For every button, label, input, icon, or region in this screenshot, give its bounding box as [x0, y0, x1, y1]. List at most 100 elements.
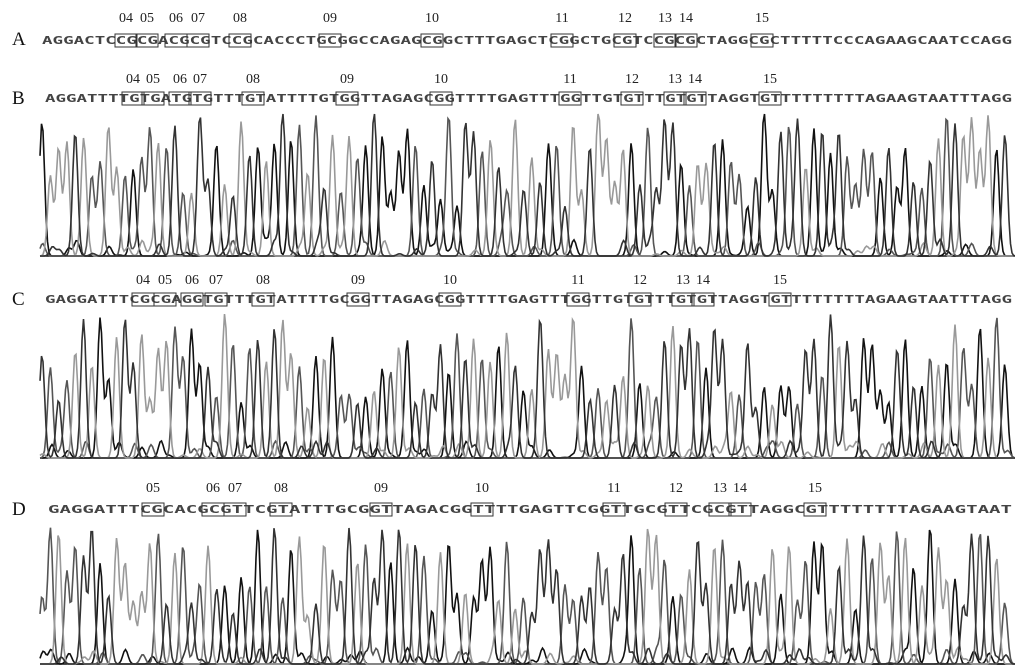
trace: [39, 529, 1015, 665]
site-number: 08: [274, 481, 288, 496]
site-number: 13: [713, 481, 727, 496]
site-number: 06: [169, 11, 183, 26]
panel-label: B: [12, 88, 25, 109]
site-number: 14: [696, 273, 710, 288]
cpg-box: [180, 292, 204, 307]
cpg-box: [141, 502, 165, 517]
cpg-box: [758, 91, 782, 106]
cpg-box: [204, 292, 228, 307]
trace: [39, 314, 1015, 459]
cpg-box: [613, 33, 637, 48]
site-number: 09: [340, 72, 354, 87]
sequence: GAGGATTTCGCACGCGTTCGTATTTGCGGTTAGACGGTTT…: [48, 503, 1013, 516]
site-number: 15: [808, 481, 822, 496]
cpg-box: [335, 91, 359, 106]
sequence: AGGATTTTGTGATGTGTTTGTATTTTGTGGTTAGAGCGGT…: [45, 92, 1013, 105]
site-number: 09: [351, 273, 365, 288]
cpg-box: [602, 502, 626, 517]
site-number: 15: [755, 11, 769, 26]
site-number: 10: [475, 481, 489, 496]
site-number: 06: [173, 72, 187, 87]
cpg-box: [135, 33, 159, 48]
sequence: GAGGATTTCGCGAGGTGTTTGTATTTTGCGGTTAGAGCGG…: [45, 293, 1013, 306]
cpg-box: [369, 502, 393, 517]
site-number: 07: [209, 273, 223, 288]
cpg-box: [470, 502, 494, 517]
site-number: 11: [555, 11, 568, 26]
cpg-box: [674, 33, 698, 48]
cpg-box: [168, 91, 192, 106]
cpg-box: [653, 33, 677, 48]
site-number: 12: [633, 273, 647, 288]
site-number: 11: [571, 273, 584, 288]
panel-label: D: [12, 499, 26, 520]
site-number: 06: [206, 481, 220, 496]
trace: [40, 113, 1015, 257]
site-number: 11: [607, 481, 620, 496]
site-number: 13: [668, 72, 682, 87]
site-number: 07: [191, 11, 205, 26]
cpg-box: [664, 502, 688, 517]
site-number: 11: [563, 72, 576, 87]
cpg-box: [223, 502, 247, 517]
cpg-box: [708, 502, 732, 517]
site-number: 10: [425, 11, 439, 26]
cpg-box: [153, 292, 177, 307]
cpg-box: [663, 91, 687, 106]
site-number: 04: [136, 273, 150, 288]
site-number: 05: [146, 481, 160, 496]
site-number: 06: [185, 273, 199, 288]
cpg-box: [228, 33, 252, 48]
cpg-box: [186, 33, 210, 48]
cpg-box: [566, 292, 590, 307]
site-number: 04: [119, 11, 133, 26]
site-number: 08: [246, 72, 260, 87]
site-number: 14: [733, 481, 747, 496]
cpg-box: [768, 292, 792, 307]
cpg-box: [620, 91, 644, 106]
site-number: 14: [679, 11, 693, 26]
site-number: 07: [193, 72, 207, 87]
cpg-box: [803, 502, 827, 517]
cpg-box: [628, 292, 652, 307]
cpg-box: [346, 292, 370, 307]
cpg-box: [420, 33, 444, 48]
site-number: 08: [256, 273, 270, 288]
site-number: 13: [676, 273, 690, 288]
cpg-box: [114, 33, 138, 48]
cpg-box: [438, 292, 462, 307]
site-number: 04: [126, 72, 140, 87]
cpg-box: [251, 292, 275, 307]
cpg-box: [121, 91, 145, 106]
cpg-box: [728, 502, 752, 517]
cpg-box: [750, 33, 774, 48]
site-number: 12: [625, 72, 639, 87]
cpg-box: [429, 91, 453, 106]
site-number: 05: [146, 72, 160, 87]
cpg-box: [269, 502, 293, 517]
site-number: 08: [233, 11, 247, 26]
site-number: 13: [658, 11, 672, 26]
trace: [40, 527, 1015, 665]
site-number: 10: [434, 72, 448, 87]
sequence: AGGACTCCGCGACGCGTCCGCACCCTGCGGCCAGAGCGGC…: [42, 34, 1013, 47]
cpg-box: [188, 91, 212, 106]
site-number: 12: [618, 11, 632, 26]
cpg-box: [558, 91, 582, 106]
cpg-box: [141, 91, 165, 106]
site-number: 15: [763, 72, 777, 87]
cpg-box: [550, 33, 574, 48]
site-number: 15: [773, 273, 787, 288]
site-number: 09: [374, 481, 388, 496]
cpg-box: [671, 292, 695, 307]
site-number: 09: [323, 11, 337, 26]
panel-label: C: [12, 289, 25, 310]
cpg-box: [691, 292, 715, 307]
site-number: 10: [443, 273, 457, 288]
site-number: 07: [228, 481, 242, 496]
site-number: 14: [688, 72, 702, 87]
panel-label: A: [12, 29, 26, 50]
site-number: 05: [158, 273, 172, 288]
cpg-box: [683, 91, 707, 106]
